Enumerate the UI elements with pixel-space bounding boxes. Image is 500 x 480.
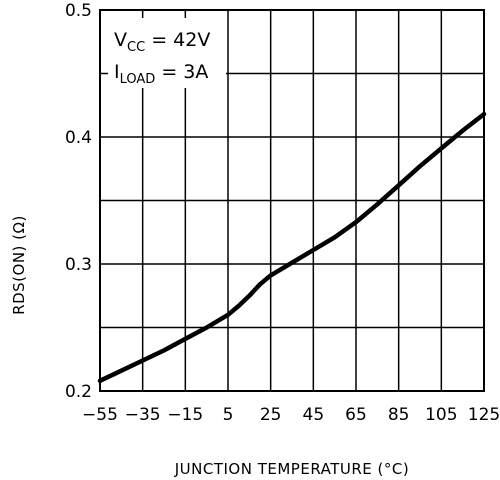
annotation-box: VCC = 42V ILOAD = 3A	[108, 18, 226, 88]
annotation-iload: ILOAD = 3A	[114, 61, 208, 87]
x-axis-label: JUNCTION TEMPERATURE (°C)	[174, 460, 409, 478]
annotation-background	[108, 18, 226, 88]
x-tick-label: 105	[425, 405, 457, 425]
y-tick-label: 0.3	[65, 255, 92, 275]
annotation-vcc: VCC = 42V	[114, 29, 210, 55]
y-tick-label: 0.5	[65, 1, 92, 21]
x-tick-label: 85	[388, 405, 410, 425]
grid	[100, 10, 484, 391]
x-tick-label: 45	[303, 405, 325, 425]
y-tick-label: 0.4	[65, 128, 92, 148]
x-tick-label: 25	[260, 405, 282, 425]
x-tick-label: −55	[82, 405, 118, 425]
x-tick-label: 65	[345, 405, 367, 425]
y-tick-label: 0.2	[65, 382, 92, 402]
x-tick-label: 5	[223, 405, 234, 425]
x-tick-label: −15	[167, 405, 203, 425]
plot-border	[99, 9, 485, 392]
y-axis-label: RDS(ON) (Ω)	[10, 215, 28, 315]
x-tick-label: 125	[468, 405, 500, 425]
y-tick-labels: 0.2 0.3 0.4 0.5	[65, 1, 92, 402]
x-tick-label: −35	[125, 405, 161, 425]
series-group	[97, 111, 487, 384]
plot-frame	[99, 9, 485, 392]
series-line	[97, 111, 487, 384]
x-tick-labels: −55 −35 −15 5 25 45 65 85 105 125	[82, 405, 500, 425]
